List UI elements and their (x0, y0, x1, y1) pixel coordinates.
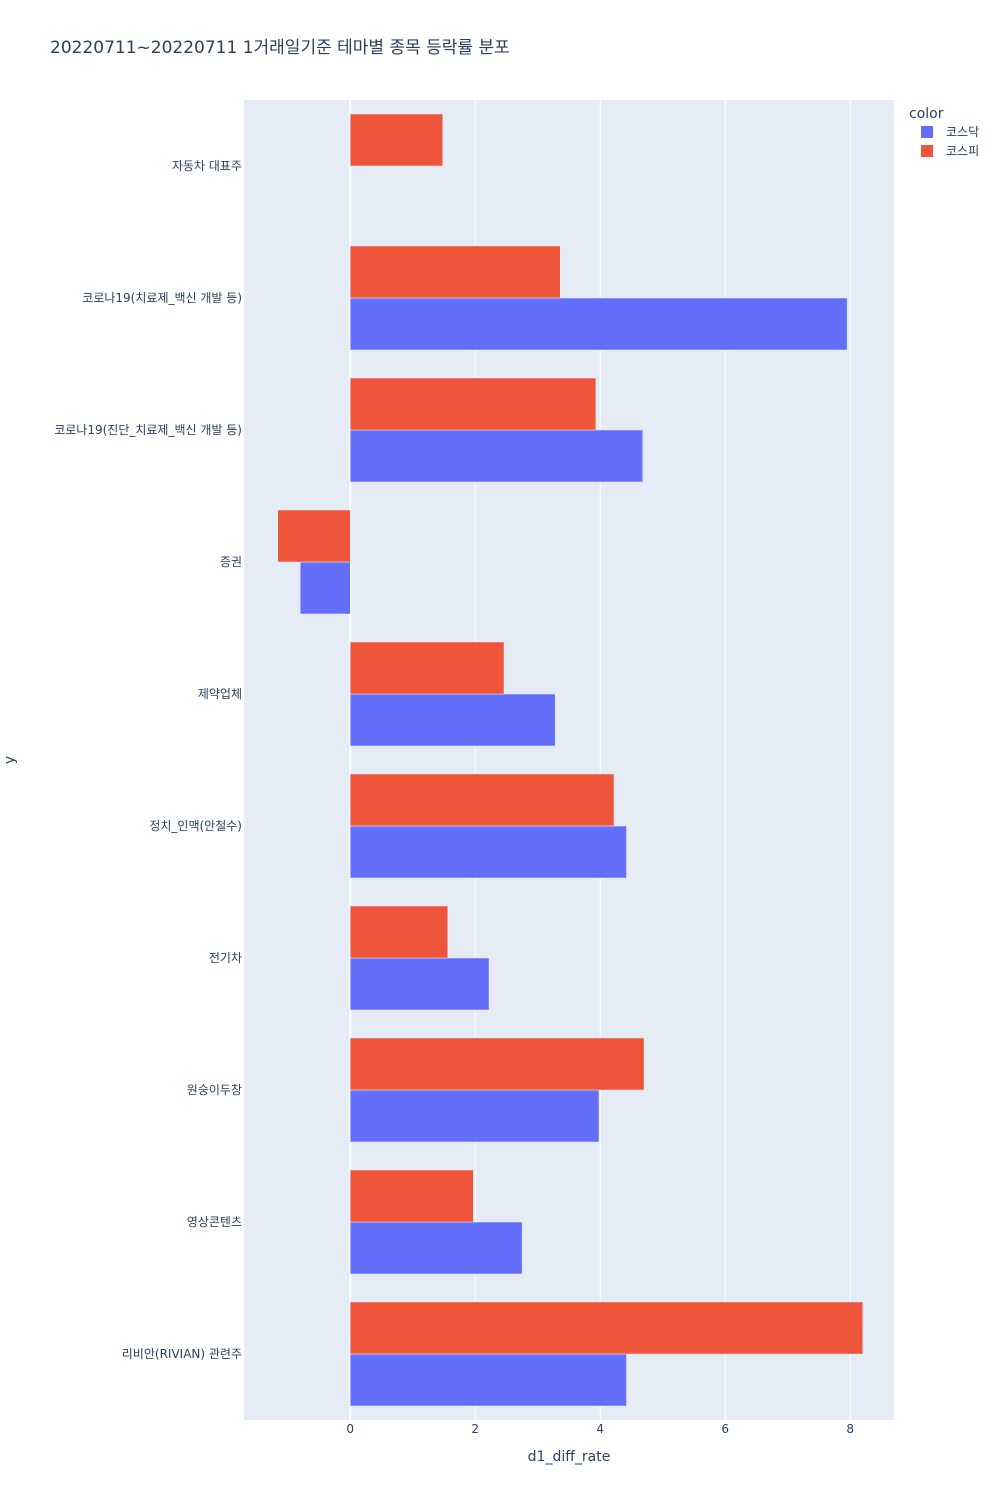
y-tick-label: 코로나19(치료제_백신 개발 등) (82, 291, 242, 305)
chart-title: 20220711~20220711 1거래일기준 테마별 종목 등락률 분포 (50, 38, 510, 58)
bar-kosdaq[interactable] (350, 957, 490, 1011)
y-tick-label: 전기차 (209, 951, 242, 965)
x-tick-label: 6 (721, 1422, 729, 1436)
x-tick-label: 0 (346, 1422, 354, 1436)
bar-kospi[interactable] (350, 1301, 863, 1355)
y-tick-label: 제약업체 (198, 686, 242, 701)
y-tick-label: 자동차 대표주 (172, 159, 242, 173)
legend-title: color (909, 106, 944, 122)
bar-kosdaq[interactable] (350, 297, 848, 351)
y-tick-label: 리비안(RIVIAN) 관련주 (122, 1347, 242, 1361)
x-tick-label: 2 (471, 1422, 479, 1436)
bar-kosdaq[interactable] (350, 429, 643, 483)
y-tick-label: 영상콘텐츠 (187, 1215, 242, 1229)
bar-kosdaq[interactable] (350, 1221, 523, 1275)
bar-kospi[interactable] (277, 509, 351, 563)
bars[interactable] (277, 113, 863, 1407)
bar-kosdaq[interactable] (350, 825, 627, 879)
x-tick-label: 8 (846, 1422, 854, 1436)
legend-label[interactable]: 코스닥 (946, 125, 979, 139)
x-tick-labels: 0 2 4 6 8 (346, 1422, 854, 1436)
bar-kospi[interactable] (350, 905, 448, 959)
bar-kosdaq[interactable] (350, 693, 556, 747)
bar-kosdaq[interactable] (300, 561, 351, 615)
bar-kospi[interactable] (350, 773, 615, 827)
legend-swatch[interactable] (921, 145, 933, 157)
bar-kospi[interactable] (350, 1169, 474, 1223)
y-tick-label: 코로나19(진단_치료제_백신 개발 등) (54, 423, 242, 437)
y-axis-title: y (2, 756, 18, 764)
bar-kospi[interactable] (350, 113, 443, 167)
bar-kospi[interactable] (350, 245, 561, 299)
bar-kospi[interactable] (350, 1037, 645, 1091)
bar-kospi[interactable] (350, 641, 505, 695)
legend-swatch[interactable] (921, 126, 933, 138)
bar-kosdaq[interactable] (350, 1353, 627, 1407)
y-tick-label: 원숭이두창 (187, 1083, 242, 1097)
y-tick-label: 정치_인맥(안철수) (149, 819, 242, 833)
bar-kosdaq[interactable] (350, 1089, 600, 1143)
y-tick-label: 증권 (220, 555, 242, 569)
bar-kospi[interactable] (350, 377, 597, 431)
legend-label[interactable]: 코스피 (946, 144, 979, 158)
x-axis-title: d1_diff_rate (528, 1449, 611, 1465)
x-tick-label: 4 (596, 1422, 604, 1436)
